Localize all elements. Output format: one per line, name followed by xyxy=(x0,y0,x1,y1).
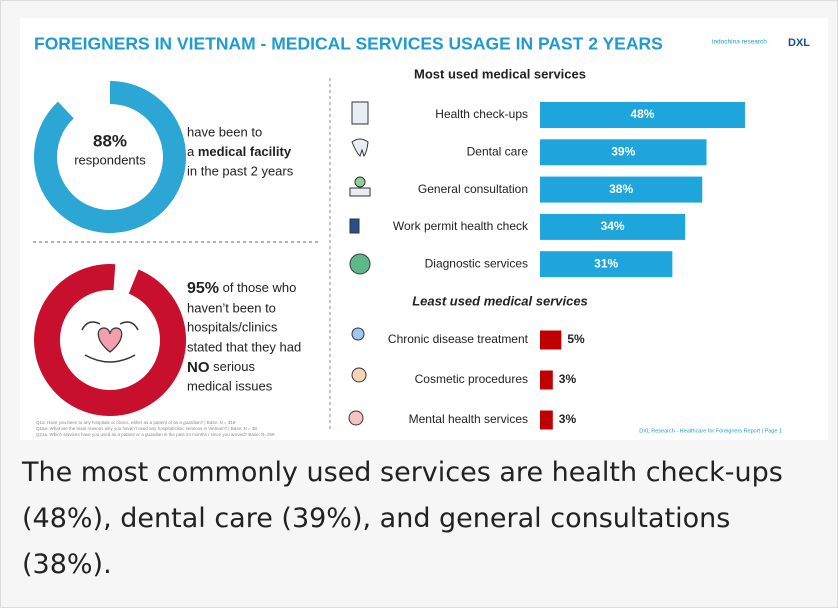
footnote: Q16a. What are the main reasons why you … xyxy=(36,426,257,431)
icon xyxy=(350,254,370,274)
bar xyxy=(540,331,561,350)
description: hospitals/clinics xyxy=(187,319,278,334)
description: in the past 2 years xyxy=(187,163,294,178)
icon xyxy=(349,411,363,425)
logo: indochina research xyxy=(712,39,767,46)
text: of those who xyxy=(219,280,296,295)
category-label: Mental health services xyxy=(409,412,528,426)
page: FOREIGNERS IN VIETNAM - MEDICAL SERVICES… xyxy=(0,0,838,608)
icon xyxy=(352,102,368,124)
value-label: 48% xyxy=(630,107,654,121)
description: haven’t been to xyxy=(187,300,276,315)
title: FOREIGNERS IN VIETNAM - MEDICAL SERVICES… xyxy=(34,34,663,54)
value-label: 3% xyxy=(559,412,577,426)
text: serious xyxy=(210,359,256,374)
value-label: 34% xyxy=(601,219,625,233)
icon xyxy=(355,177,365,187)
category-label: Work permit health check xyxy=(393,219,529,233)
value-label: 31% xyxy=(594,256,618,270)
bar xyxy=(540,411,553,430)
caption: The most commonly used services are heal… xyxy=(22,450,812,588)
category-label: Dental care xyxy=(467,144,529,158)
category-label: Diagnostic services xyxy=(425,256,528,270)
footnote: Q1a. Have you been to any hospitals or c… xyxy=(36,420,236,425)
text: 95% xyxy=(187,280,219,297)
text: a xyxy=(187,144,198,159)
text: NO xyxy=(187,359,210,376)
icon xyxy=(352,328,364,340)
value-label: 3% xyxy=(559,372,577,386)
icon xyxy=(350,219,359,233)
category-label: Health check-ups xyxy=(435,107,528,121)
description: a medical facility xyxy=(187,144,292,159)
category-label: General consultation xyxy=(418,182,528,196)
description: have been to xyxy=(187,124,262,139)
chart-title: Most used medical services xyxy=(414,66,586,81)
icon xyxy=(350,188,370,196)
description: medical issues xyxy=(187,378,273,393)
value-label: 38% xyxy=(609,182,633,196)
description: NO serious xyxy=(187,359,256,376)
chart-title: Least used medical services xyxy=(412,293,588,308)
donut-value: 88% xyxy=(93,131,127,150)
donut-label: respondents xyxy=(74,152,146,167)
infographic: FOREIGNERS IN VIETNAM - MEDICAL SERVICES… xyxy=(0,0,838,445)
page-note: DXL Research - Healthcare for Foreigners… xyxy=(639,428,782,434)
category-label: Chronic disease treatment xyxy=(388,332,529,346)
category-label: Cosmetic procedures xyxy=(415,372,528,386)
logo: DXL xyxy=(788,37,810,49)
bar xyxy=(540,371,553,390)
description: stated that they had xyxy=(187,339,301,354)
footnote: Q21a. Which services have you used as a … xyxy=(36,432,275,437)
value-label: 39% xyxy=(611,144,635,158)
text: medical facility xyxy=(198,144,292,159)
description: 95% of those who xyxy=(187,280,296,297)
icon xyxy=(352,368,366,382)
value-label: 5% xyxy=(567,332,585,346)
